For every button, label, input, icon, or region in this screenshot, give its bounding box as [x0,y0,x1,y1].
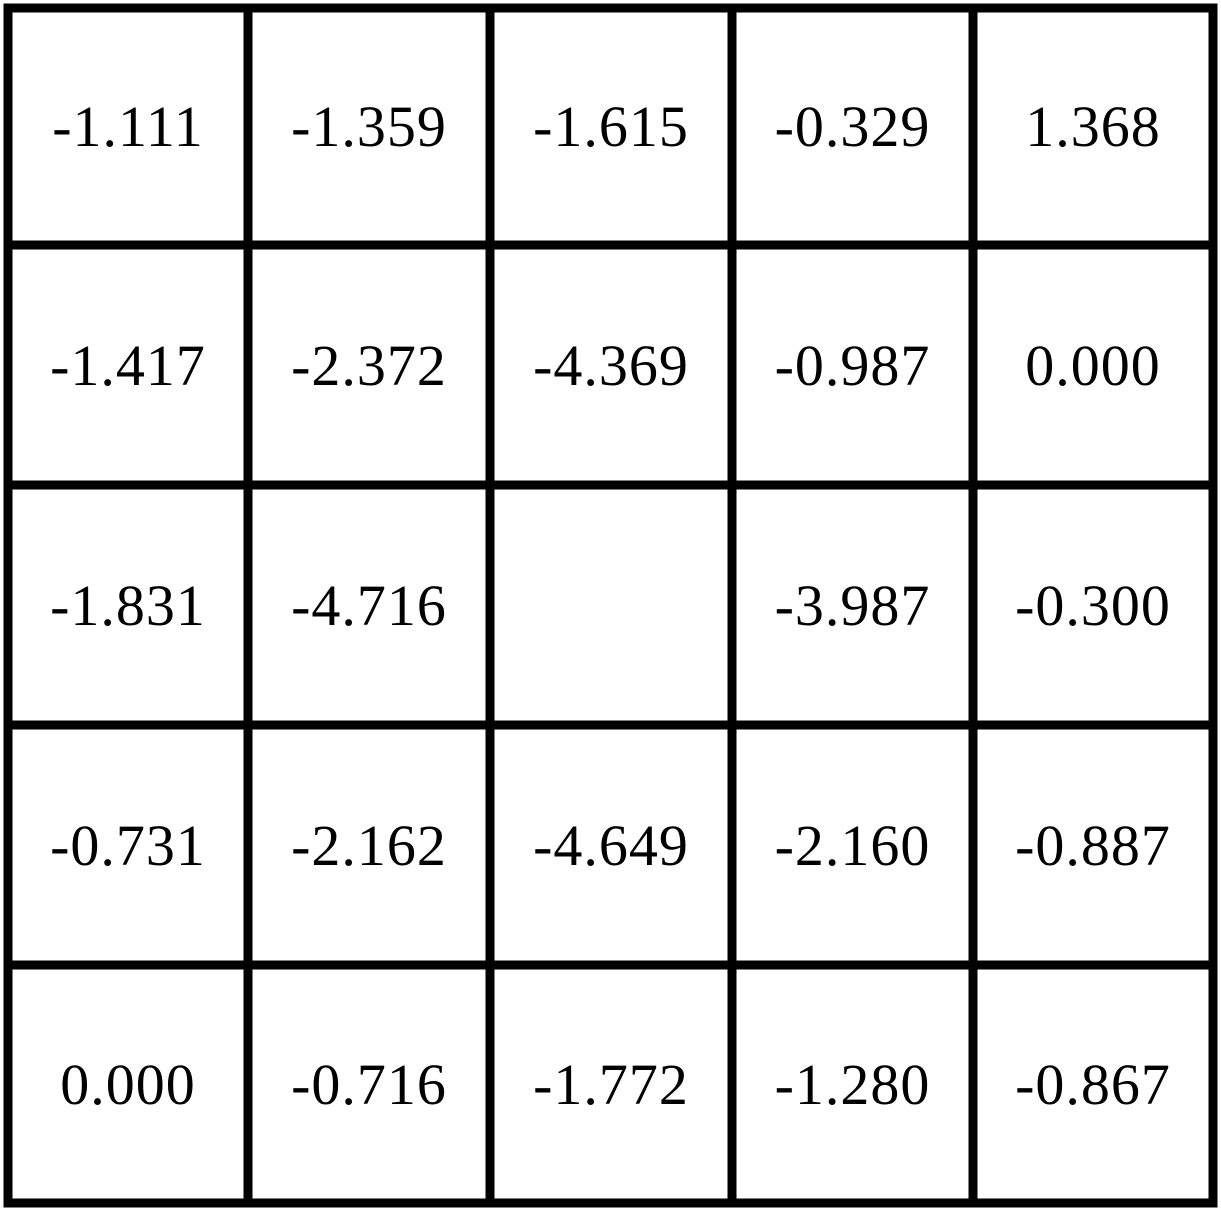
grid-cell: -1.831 [50,572,206,638]
grid-cell: -0.731 [50,812,206,878]
grid-cell: -3.987 [774,572,931,638]
grid-cell: -2.162 [291,812,447,878]
grid-cell [494,489,728,721]
grid-cell: -1.280 [774,1051,931,1117]
grid-cell: -0.887 [1015,812,1171,878]
grid-cell: -1.111 [52,94,204,159]
grid-cell: -0.300 [1015,572,1171,638]
grid-border [3,3,1218,1208]
grid-cell: -1.359 [291,94,447,159]
grid-cell: -4.716 [291,572,447,638]
grid-cell: -2.160 [774,812,931,878]
grid-cell: -1.615 [533,94,689,159]
grid-cell: -4.649 [533,812,689,878]
grid-cell: -4.369 [533,332,689,398]
grid-cell: -0.867 [1015,1051,1171,1117]
grid-cell: 1.368 [1025,94,1161,159]
grid-cell: -0.329 [774,94,931,159]
grid-cell: -1.417 [50,332,206,398]
grid-cell: 0.000 [1025,332,1161,398]
grid-cell: -0.987 [774,332,931,398]
grid-cell: -2.372 [291,332,447,398]
grid-cell: -0.716 [291,1051,447,1117]
grid-cell: 0.000 [60,1051,196,1117]
grid-cell: -1.772 [533,1051,689,1117]
